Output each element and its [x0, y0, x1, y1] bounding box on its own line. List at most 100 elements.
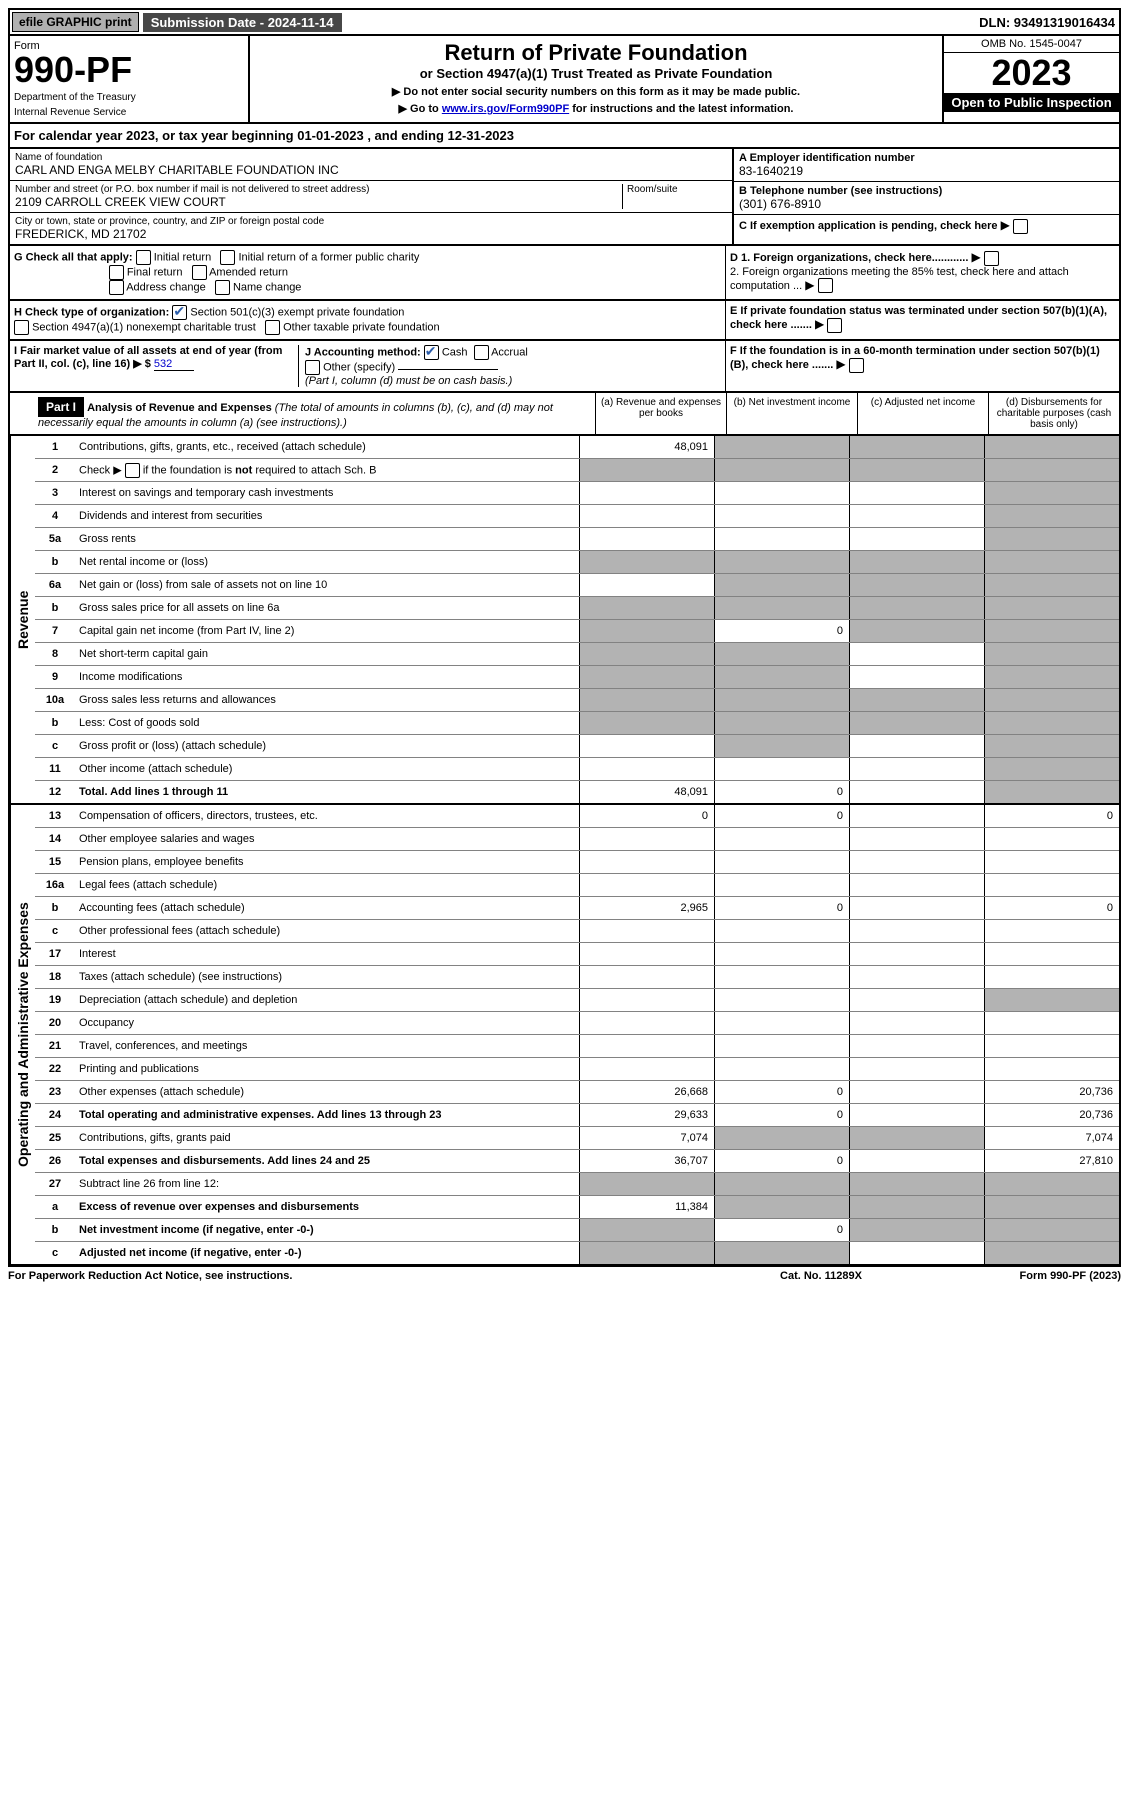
- cell-c: [849, 966, 984, 988]
- dln-number: DLN: 93491319016434: [979, 15, 1119, 30]
- cell-c: [849, 735, 984, 757]
- cell-a: [579, 943, 714, 965]
- line-desc: Total expenses and disbursements. Add li…: [75, 1153, 579, 1169]
- 4947-checkbox[interactable]: [14, 320, 29, 335]
- cell-a: [579, 528, 714, 550]
- cell-d: [984, 551, 1119, 573]
- cell-d: [984, 1173, 1119, 1195]
- arrow-icon: ▶: [815, 317, 824, 331]
- line-desc: Check ▶ if the foundation is not require…: [75, 461, 579, 480]
- g-initial: Initial return: [154, 251, 211, 263]
- footer-cat: Cat. No. 11289X: [721, 1270, 921, 1282]
- submission-date: Submission Date - 2024-11-14: [143, 13, 342, 32]
- cash-checkbox[interactable]: [424, 345, 439, 360]
- j-other: Other (specify): [323, 361, 395, 373]
- cell-d: [984, 712, 1119, 734]
- cell-a: [579, 574, 714, 596]
- h-other: Other taxable private foundation: [283, 321, 440, 333]
- line-desc: Dividends and interest from securities: [75, 508, 579, 524]
- exemption-pending-checkbox[interactable]: [1013, 219, 1028, 234]
- g-amended: Amended return: [209, 266, 288, 278]
- foreign-85-checkbox[interactable]: [818, 278, 833, 293]
- line-num: 26: [35, 1153, 75, 1169]
- line-desc: Contributions, gifts, grants, etc., rece…: [75, 439, 579, 455]
- cell-a: 26,668: [579, 1081, 714, 1103]
- cell-b: 0: [714, 781, 849, 803]
- col-a-header: (a) Revenue and expenses per books: [595, 393, 726, 434]
- cell-d: [984, 1012, 1119, 1034]
- h-4947: Section 4947(a)(1) nonexempt charitable …: [32, 321, 256, 333]
- form-header: Form 990-PF Department of the Treasury I…: [8, 36, 1121, 124]
- final-return-checkbox[interactable]: [109, 265, 124, 280]
- footer-right: Form 990-PF (2023): [921, 1270, 1121, 1282]
- cell-d: [984, 528, 1119, 550]
- line-num: 7: [35, 623, 75, 639]
- j-note: (Part I, column (d) must be on cash basi…: [305, 375, 512, 387]
- line-num: 8: [35, 646, 75, 662]
- cell-a: [579, 989, 714, 1011]
- line-desc: Accounting fees (attach schedule): [75, 900, 579, 916]
- cell-a: 36,707: [579, 1150, 714, 1172]
- open-public-badge: Open to Public Inspection: [944, 93, 1119, 112]
- cell-d: [984, 828, 1119, 850]
- other-taxable-checkbox[interactable]: [265, 320, 280, 335]
- instruction-2: ▶ Go to www.irs.gov/Form990PF for instru…: [254, 102, 938, 115]
- form990pf-link[interactable]: www.irs.gov/Form990PF: [442, 103, 569, 115]
- cell-c: [849, 1219, 984, 1241]
- cell-a: 11,384: [579, 1196, 714, 1218]
- omb-number: OMB No. 1545-0047: [944, 36, 1119, 53]
- line-num: 4: [35, 508, 75, 524]
- cell-c: [849, 643, 984, 665]
- cell-c: [849, 851, 984, 873]
- g-address: Address change: [126, 281, 206, 293]
- other-method-checkbox[interactable]: [305, 360, 320, 375]
- j-label: J Accounting method:: [305, 346, 421, 358]
- initial-return-checkbox[interactable]: [136, 250, 151, 265]
- cell-a: [579, 482, 714, 504]
- revenue-side-label: Revenue: [10, 436, 35, 803]
- line-num: b: [35, 1222, 75, 1238]
- g-label: G Check all that apply:: [14, 251, 133, 263]
- cell-d: [984, 597, 1119, 619]
- header-right: OMB No. 1545-0047 2023 Open to Public In…: [942, 36, 1119, 122]
- cell-b: [714, 758, 849, 780]
- cell-c: [849, 1081, 984, 1103]
- cell-a: [579, 505, 714, 527]
- cell-b: 0: [714, 1104, 849, 1126]
- header-left: Form 990-PF Department of the Treasury I…: [10, 36, 250, 122]
- line-num: 5a: [35, 531, 75, 547]
- name-label: Name of foundation: [15, 152, 727, 163]
- initial-former-checkbox[interactable]: [220, 250, 235, 265]
- line-num: 18: [35, 969, 75, 985]
- cell-d: [984, 874, 1119, 896]
- 501c3-checkbox[interactable]: [172, 305, 187, 320]
- fmv-value: 532: [154, 358, 194, 371]
- cell-b: [714, 1173, 849, 1195]
- cell-a: 29,633: [579, 1104, 714, 1126]
- j-cash: Cash: [442, 346, 468, 358]
- cell-a: [579, 1242, 714, 1264]
- arrow-icon: ▶: [1001, 218, 1010, 232]
- name-change-checkbox[interactable]: [215, 280, 230, 295]
- cell-a: [579, 758, 714, 780]
- amended-return-checkbox[interactable]: [192, 265, 207, 280]
- line-num: 13: [35, 808, 75, 824]
- terminated-checkbox[interactable]: [827, 318, 842, 333]
- efile-print-button[interactable]: efile GRAPHIC print: [12, 12, 139, 32]
- g-final: Final return: [127, 266, 183, 278]
- line-desc: Gross sales less returns and allowances: [75, 692, 579, 708]
- foreign-org-checkbox[interactable]: [984, 251, 999, 266]
- address-change-checkbox[interactable]: [109, 280, 124, 295]
- cell-b: [714, 1012, 849, 1034]
- sch-b-checkbox[interactable]: [125, 463, 140, 478]
- 60month-checkbox[interactable]: [849, 358, 864, 373]
- cell-d: [984, 1219, 1119, 1241]
- line-desc: Adjusted net income (if negative, enter …: [75, 1245, 579, 1261]
- cell-a: 48,091: [579, 781, 714, 803]
- cell-a: [579, 920, 714, 942]
- accrual-checkbox[interactable]: [474, 345, 489, 360]
- dept-treasury: Department of the Treasury: [14, 92, 244, 103]
- line-num: 15: [35, 854, 75, 870]
- line-desc: Travel, conferences, and meetings: [75, 1038, 579, 1054]
- cell-b: [714, 551, 849, 573]
